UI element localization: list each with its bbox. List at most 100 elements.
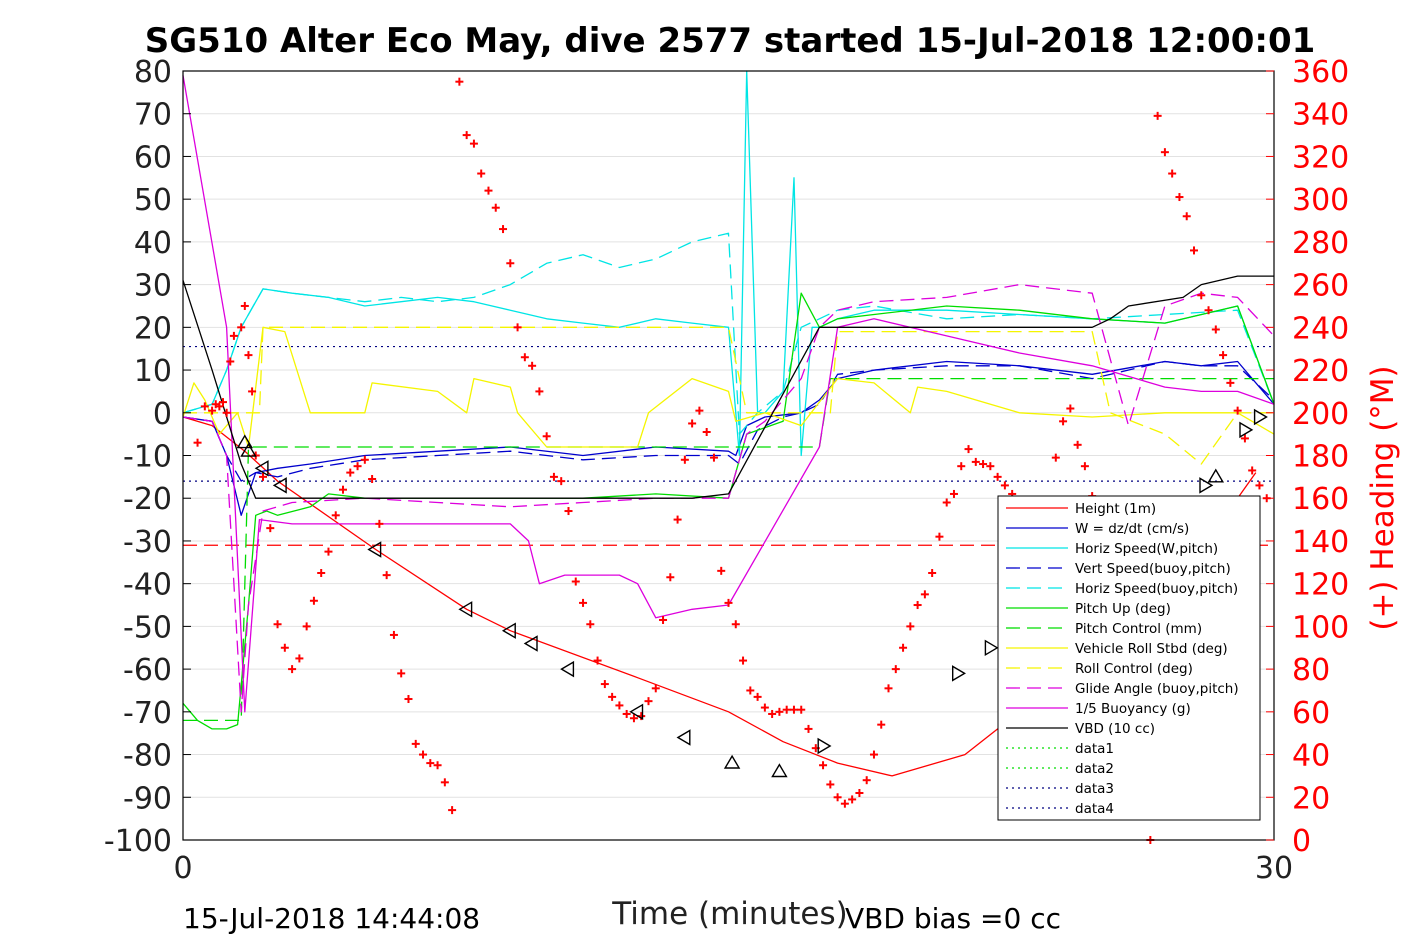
heading-point <box>819 761 828 770</box>
heading-point <box>1175 193 1184 202</box>
heading-point <box>528 361 537 370</box>
heading-point <box>433 761 442 770</box>
heading-point <box>615 701 624 710</box>
series-line-vehicle-roll-stbd-deg <box>182 326 1275 448</box>
series-line-roll-control-deg <box>183 326 1274 465</box>
y-tick-right-label: 200 <box>1292 397 1349 432</box>
legend-items: Height (1m) W = dz/dt (cm/s) Horiz Speed(W… <box>1006 501 1239 817</box>
heading-point <box>411 739 420 748</box>
y-tick-left-label: -80 <box>123 739 172 774</box>
heading-point <box>215 402 224 411</box>
depth-triangle-marker <box>240 442 257 457</box>
ytick-left-layer: 80 70 60 50 40 30 20 10 0 -10 -20 -30 -40 -50 -60 -70 -8… <box>104 55 191 859</box>
y-tick-right-label: 140 <box>1292 525 1349 560</box>
y-tick-left-label: -10 <box>123 440 172 475</box>
heading-point <box>869 750 878 759</box>
heading-point <box>549 472 558 481</box>
heading-point <box>1000 481 1009 490</box>
depth-triangle-marker <box>501 622 516 639</box>
heading-point <box>193 438 202 447</box>
legend-label: Vehicle Roll Stbd (deg) <box>1075 641 1228 657</box>
heading-point <box>240 301 249 310</box>
heading-point <box>731 620 740 629</box>
y-tick-right-label: 120 <box>1292 568 1349 603</box>
heading-point <box>673 515 682 524</box>
heading-point <box>1204 306 1213 315</box>
heading-point <box>229 331 238 340</box>
heading-point <box>462 131 471 140</box>
heading-point <box>1066 404 1075 413</box>
heading-point <box>768 709 777 718</box>
heading-point <box>237 323 246 332</box>
legend-item: Glide Angle (buoy,pitch) <box>1006 681 1239 697</box>
heading-point <box>964 445 973 454</box>
y-tick-left-label: -20 <box>123 482 172 517</box>
legend-item: Horiz Speed(W,pitch) <box>1006 541 1218 557</box>
heading-point <box>339 485 348 494</box>
heading-point <box>288 665 297 674</box>
y-tick-left-label: -90 <box>123 781 172 816</box>
heading-point <box>957 462 966 471</box>
y-tick-right-label: 100 <box>1292 610 1349 645</box>
heading-point <box>891 665 900 674</box>
heading-point <box>222 408 231 417</box>
heading-point <box>542 432 551 441</box>
heading-point <box>1219 351 1228 360</box>
heading-point <box>695 406 704 415</box>
heading-point <box>622 709 631 718</box>
heading-point <box>302 622 311 631</box>
heading-point <box>949 489 958 498</box>
y-tick-right-label: 220 <box>1292 354 1349 389</box>
series-line-pitch-control-mm <box>183 377 1274 722</box>
heading-point <box>971 457 980 466</box>
depth-triangle-marker <box>1239 421 1254 439</box>
y-tick-right-label: 320 <box>1292 140 1349 175</box>
heading-point <box>608 692 617 701</box>
y-tick-right-label: 260 <box>1292 269 1349 304</box>
heading-point <box>1073 440 1082 449</box>
heading-point <box>520 353 529 362</box>
y-tick-right-label: 0 <box>1292 824 1311 859</box>
x-axis-label: Time (minutes) <box>611 896 847 932</box>
heading-point <box>760 703 769 712</box>
depth-triangle-marker <box>560 660 575 678</box>
y-tick-left-label: 70 <box>134 98 172 133</box>
y-tick-left-label: 60 <box>134 140 172 175</box>
heading-point <box>848 795 857 804</box>
heading-point <box>979 460 988 469</box>
depth-triangle-marker <box>629 703 644 721</box>
heading-point <box>804 724 813 733</box>
heading-point <box>644 697 653 706</box>
depth-triangle-marker <box>817 737 832 755</box>
y-tick-right-label: 300 <box>1292 183 1349 218</box>
depth-triangle-marker <box>676 729 691 746</box>
heading-point <box>1051 453 1060 462</box>
heading-point <box>899 643 908 652</box>
legend-label: W = dz/dt (cm/s) <box>1075 521 1189 537</box>
heading-point <box>1255 481 1264 490</box>
xtick-layer: 0 30 <box>173 851 1293 886</box>
ytick-right-layer: 3603403203002802602402202001801601401201… <box>1266 55 1349 859</box>
depth-triangle-marker <box>254 460 269 477</box>
heading-point <box>993 472 1002 481</box>
y-tick-left-label: 40 <box>134 226 172 261</box>
y-tick-left-label: -50 <box>123 610 172 645</box>
heading-point <box>419 750 428 759</box>
heading-point <box>404 695 413 704</box>
heading-point <box>571 577 580 586</box>
heading-point <box>295 654 304 663</box>
heading-point <box>884 684 893 693</box>
triangle-layer <box>236 408 1268 778</box>
heading-point <box>1233 406 1242 415</box>
heading-point <box>906 622 915 631</box>
heading-point <box>833 793 842 802</box>
heading-point <box>1197 291 1206 300</box>
heading-point <box>1160 148 1169 157</box>
legend-item: Pitch Control (mm) <box>1006 621 1202 637</box>
legend-item: Vehicle Roll Stbd (deg) <box>1006 641 1228 657</box>
series-line-vert-speed-buoy-pitch <box>182 360 1275 482</box>
heading-point <box>579 598 588 607</box>
heading-point <box>702 428 711 437</box>
y-tick-right-label: 340 <box>1292 98 1349 133</box>
